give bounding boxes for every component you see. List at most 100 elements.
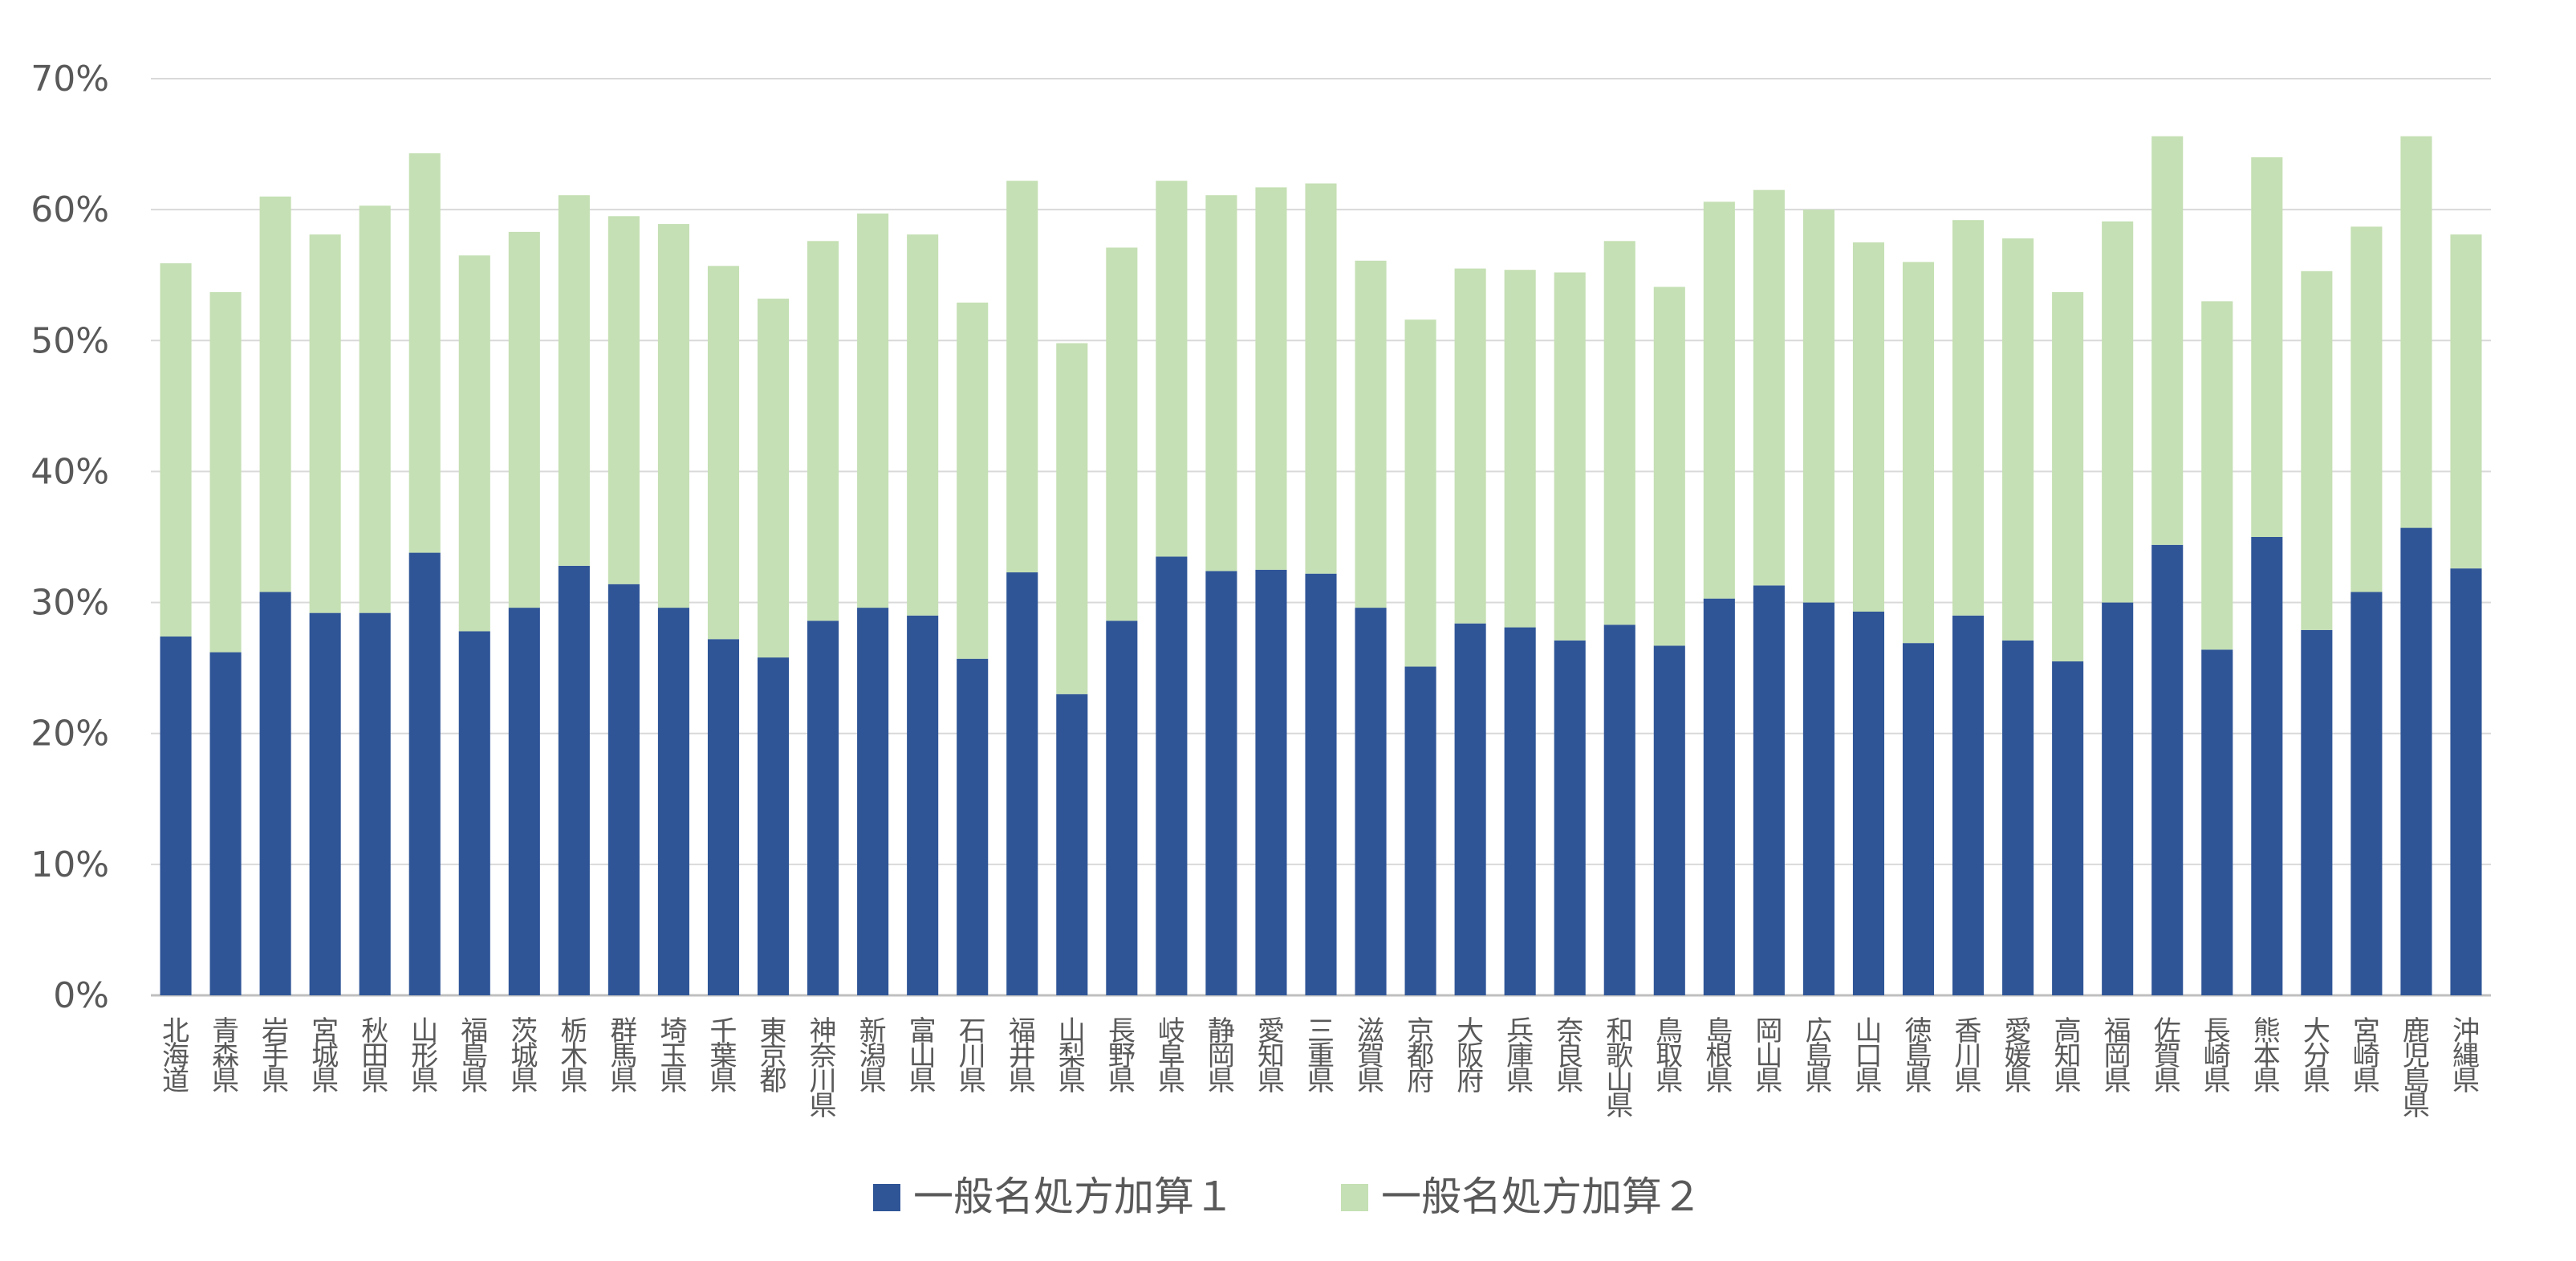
bar-series-1: [558, 565, 590, 995]
x-tick-label: 香川県: [1955, 1015, 1982, 1097]
bar-series-2: [807, 241, 839, 621]
x-tick-label: 京都府: [1407, 1015, 1434, 1097]
x-tick-label: 茨城県: [510, 1015, 538, 1097]
x-tick-label: 宮崎県: [2353, 1015, 2380, 1097]
x-tick-label: 三重県: [1307, 1015, 1335, 1097]
legend-label-series-2: 一般名処方加算２: [1381, 1174, 1702, 1220]
bar-series-1: [1902, 643, 1935, 995]
bar-series-2: [160, 263, 192, 637]
legend-label-series-1: 一般名処方加算１: [913, 1174, 1234, 1220]
x-tick-label: 北海道: [162, 1015, 189, 1097]
x-tick-label: 栃木県: [560, 1015, 587, 1097]
x-tick-label: 山梨県: [1058, 1015, 1086, 1097]
bar-series-1: [1603, 624, 1635, 995]
bar-series-1: [1305, 573, 1337, 995]
bar-series-2: [1554, 272, 1586, 641]
bar-series-2: [2102, 221, 2134, 603]
bar-series-1: [2052, 661, 2084, 995]
bar-series-1: [857, 608, 889, 995]
bar-series-2: [957, 302, 989, 659]
y-axis: 0% 10% 20% 30% 40% 50% 60% 70%: [30, 59, 109, 1016]
x-tick-label: 鳥取県: [1656, 1015, 1683, 1097]
x-tick-label: 長崎県: [2204, 1015, 2231, 1097]
x-tick-label: 大阪府: [1457, 1015, 1484, 1097]
x-tick-label: 兵庫県: [1506, 1015, 1534, 1097]
bar-series-1: [1753, 585, 1785, 995]
bar-series-2: [1255, 187, 1287, 570]
legend-swatch-series-2: [1341, 1184, 1368, 1211]
bar-series-1: [1205, 571, 1237, 995]
bar-series-2: [1504, 270, 1536, 628]
bar-series-1: [1156, 556, 1188, 995]
bar-series-2: [2201, 301, 2233, 650]
bar-series-2: [2151, 136, 2184, 545]
x-tick-label: 群馬県: [610, 1015, 637, 1097]
bar-series-2: [408, 153, 441, 553]
x-tick-label: 秋田県: [361, 1015, 388, 1097]
x-tick-label: 沖縄県: [2452, 1015, 2480, 1097]
bar-series-2: [1952, 220, 1985, 616]
bar-series-1: [657, 608, 689, 995]
bar-series-1: [1255, 569, 1287, 995]
bar-series-2: [657, 224, 689, 608]
bar-series-2: [2450, 234, 2482, 569]
bar-series-2: [558, 195, 590, 566]
bar-series-2: [707, 266, 740, 640]
y-tick-label: 0%: [53, 975, 109, 1016]
x-tick-label: 愛媛県: [2005, 1015, 2032, 1097]
x-tick-label: 静岡県: [1208, 1015, 1235, 1097]
bar-series-1: [1852, 611, 1885, 995]
x-tick-label: 長野県: [1108, 1015, 1136, 1097]
y-tick-label: 70%: [30, 59, 109, 100]
bar-series-2: [1305, 183, 1337, 574]
legend: 一般名処方加算１ 一般名処方加算２: [873, 1174, 1702, 1220]
bar-series-1: [607, 584, 640, 995]
x-tick-label: 東京都: [760, 1015, 787, 1097]
bar-series-1: [160, 636, 192, 995]
bar-series-2: [209, 291, 242, 653]
bar-series-1: [1404, 666, 1436, 995]
x-tick-label: 和歌山県: [1606, 1015, 1633, 1122]
bar-series-2: [2002, 238, 2034, 641]
bar-series-2: [1603, 241, 1635, 625]
y-tick-label: 10%: [30, 844, 109, 885]
x-tick-label: 滋賀県: [1357, 1015, 1384, 1097]
legend-swatch-series-1: [873, 1184, 900, 1211]
bar-series-1: [807, 620, 839, 995]
bar-series-2: [2400, 136, 2432, 528]
bar-series-1: [2400, 527, 2432, 995]
bar-series-2: [2350, 226, 2383, 592]
bar-series-1: [907, 615, 939, 995]
x-tick-label: 富山県: [909, 1015, 937, 1097]
x-tick-label: 島根県: [1705, 1015, 1733, 1097]
bar-series-1: [1504, 627, 1536, 995]
bar-series-1: [309, 612, 341, 995]
bar-series-2: [757, 299, 790, 658]
bar-series-1: [2301, 629, 2333, 995]
bar-series-1: [1952, 615, 1985, 995]
bar-series-1: [2251, 537, 2283, 995]
bar-series-1: [259, 592, 291, 995]
x-tick-label: 岡山県: [1755, 1015, 1782, 1097]
bar-series-1: [209, 652, 242, 995]
bar-series-1: [1454, 623, 1486, 995]
x-tick-label: 佐賀県: [2154, 1015, 2181, 1097]
bar-series-1: [359, 612, 391, 995]
x-tick-label: 山口県: [1855, 1015, 1882, 1097]
bar-series-1: [1802, 602, 1834, 995]
bar-series-2: [1205, 195, 1237, 572]
x-tick-label: 岩手県: [262, 1015, 289, 1097]
x-tick-label: 奈良県: [1556, 1015, 1583, 1097]
y-tick-label: 60%: [30, 189, 109, 230]
bar-series-2: [1106, 247, 1138, 621]
bar-series-2: [607, 216, 640, 584]
bar-series-1: [1554, 640, 1586, 995]
x-tick-label: 広島県: [1805, 1015, 1832, 1097]
bar-series-1: [1355, 608, 1387, 995]
x-tick-label: 青森県: [212, 1015, 239, 1097]
bar-series-1: [757, 657, 790, 995]
x-tick-label: 宮城県: [311, 1015, 339, 1097]
bar-series-2: [1852, 242, 1885, 612]
bar-series-2: [1902, 262, 1935, 644]
bar-series-2: [1703, 201, 1735, 599]
